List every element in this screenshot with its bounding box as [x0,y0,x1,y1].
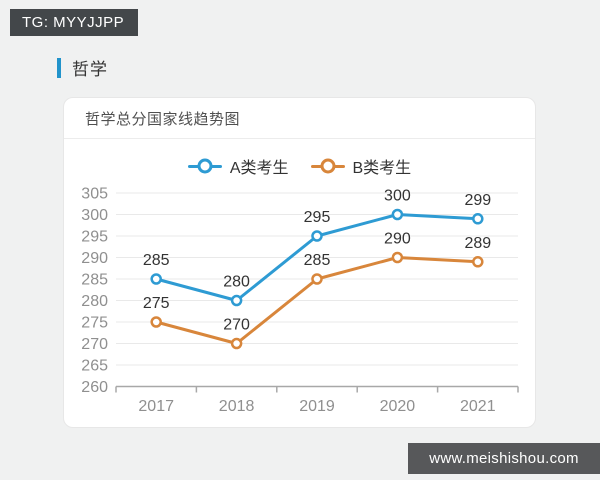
chart-title: 哲学总分国家线趋势图 [85,110,241,128]
svg-text:275: 275 [143,295,170,312]
watermark-site-badge: www.meishishou.com [408,443,600,474]
svg-text:270: 270 [223,317,250,334]
svg-text:300: 300 [384,188,411,205]
chart-card: 哲学总分国家线趋势图 260 265 270 275 280 285 290 295 300 30… [63,97,536,428]
svg-text:305: 305 [81,186,108,203]
svg-text:285: 285 [81,272,108,289]
chart-area: 260 265 270 275 280 285 290 295 300 305 2017 2018 20… [64,139,535,427]
svg-text:295: 295 [81,229,108,246]
svg-text:2019: 2019 [299,398,335,415]
svg-text:260: 260 [81,379,108,396]
legend-label-series-b: B类考生 [352,160,412,177]
chart-legend: A类考生 B类考生 [64,154,535,178]
section-title: 哲学 [72,60,108,79]
chart-card-header: 哲学总分国家线趋势图 [64,98,535,139]
svg-text:2017: 2017 [138,398,174,415]
svg-text:300: 300 [81,207,108,224]
svg-text:2020: 2020 [380,398,416,415]
svg-text:285: 285 [304,252,331,269]
svg-text:290: 290 [384,231,411,248]
svg-text:275: 275 [81,315,108,332]
legend-circle-marker [197,158,213,174]
section-accent-bar [57,57,61,78]
legend-label-series-a: A类考生 [229,160,289,177]
legend-item-series-b[interactable]: B类考生 [310,154,412,178]
svg-text:285: 285 [143,252,170,269]
svg-text:270: 270 [81,336,108,353]
section-header: 哲学 [57,55,108,80]
legend-item-series-a[interactable]: A类考生 [187,154,289,178]
svg-text:265: 265 [81,358,108,375]
svg-text:289: 289 [464,235,491,252]
legend-circle-marker [320,158,335,174]
svg-text:2018: 2018 [219,398,255,415]
svg-text:290: 290 [81,250,108,267]
svg-text:295: 295 [304,209,331,226]
watermark-tg-badge: TG: MYYJJPP [10,9,139,36]
svg-text:2021: 2021 [460,398,496,415]
svg-text:280: 280 [223,274,250,291]
svg-text:299: 299 [464,192,491,209]
line-marker-icon [187,158,222,174]
trend-chart-svg: 260 265 270 275 280 285 290 295 300 305 2017 2018 20… [81,186,519,415]
line-marker-icon [310,158,345,174]
svg-text:280: 280 [81,293,108,310]
